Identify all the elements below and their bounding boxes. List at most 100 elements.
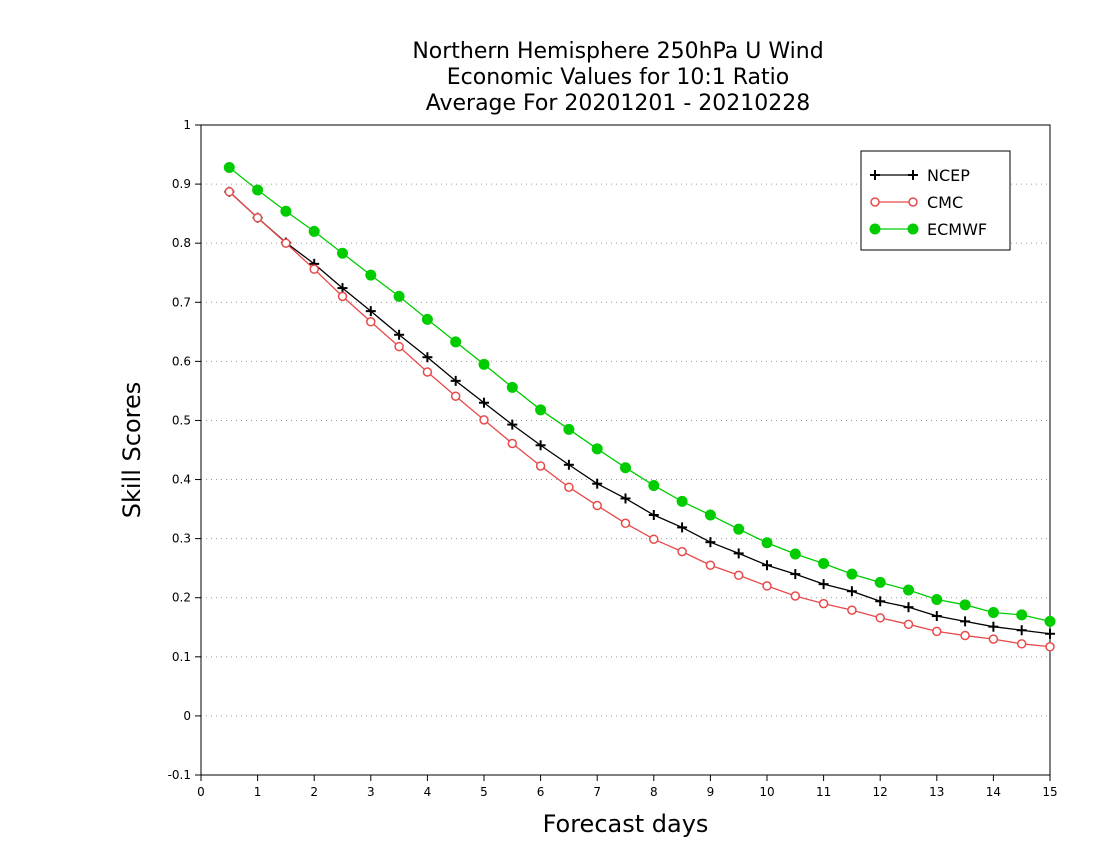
legend-item-cmc: CMC (870, 193, 963, 212)
point-ecmwf (223, 162, 235, 174)
legend-label: NCEP (927, 166, 970, 185)
legend-marker (870, 197, 880, 207)
point-ecmwf (846, 568, 858, 580)
series-ecmwf (223, 162, 1056, 627)
point-ncep (592, 478, 603, 489)
point-cmc (818, 598, 829, 609)
point-cmc (337, 291, 348, 302)
y-tick-label: 1 (183, 118, 191, 132)
point-ecmwf (252, 184, 264, 196)
y-tick-label: 0.1 (172, 650, 191, 664)
y-tick-label: 0.7 (172, 295, 191, 309)
point-ncep (1016, 625, 1027, 636)
point-cmc (394, 341, 404, 352)
y-tick-label: -0.1 (168, 768, 191, 782)
point-cmc (507, 438, 518, 449)
point-ecmwf (874, 576, 886, 588)
point-cmc (479, 415, 489, 425)
point-cmc (620, 518, 631, 529)
point-ecmwf (704, 509, 716, 521)
point-cmc (677, 546, 687, 557)
title-line-3: Average For 20201201 - 20210228 (426, 91, 811, 116)
point-cmc (1016, 639, 1027, 649)
point-ncep (394, 329, 405, 340)
point-cmc (847, 605, 857, 615)
x-tick-label: 6 (537, 785, 545, 799)
series-line-ncep (228, 191, 1051, 635)
point-cmc (705, 560, 716, 570)
point-cmc (875, 613, 885, 623)
point-cmc (564, 482, 574, 492)
point-ncep (648, 510, 659, 520)
point-cmc (309, 264, 319, 274)
plot-frame (200, 124, 1051, 776)
point-ecmwf (337, 247, 348, 259)
point-cmc (224, 187, 235, 197)
point-ncep (563, 459, 574, 470)
point-ecmwf (506, 381, 518, 393)
point-ncep (365, 306, 376, 317)
point-cmc (366, 317, 376, 327)
point-ncep (705, 537, 716, 548)
point-cmc (932, 626, 942, 637)
x-tick-label: 0 (197, 785, 205, 799)
point-ecmwf (308, 225, 320, 237)
point-cmc (790, 591, 801, 601)
x-tick-label: 11 (816, 785, 831, 799)
point-ecmwf (620, 462, 631, 474)
y-tick-label: 0.4 (172, 473, 191, 487)
point-ncep (988, 621, 999, 632)
chart-title: Northern Hemisphere 250hPa U Wind Econom… (412, 39, 823, 116)
x-tick-label: 5 (480, 785, 488, 799)
x-axis-label: Forecast days (543, 810, 709, 838)
x-tick-label: 2 (310, 785, 318, 799)
point-ncep (507, 419, 518, 430)
y-tick-label: 0.9 (172, 177, 191, 191)
point-ncep (875, 596, 886, 607)
point-ncep (535, 440, 546, 451)
point-ecmwf (789, 548, 801, 560)
x-tick-label: 9 (707, 785, 715, 799)
point-ecmwf (421, 313, 433, 325)
series-group (223, 162, 1056, 652)
legend-item-ecmwf: ECMWF (869, 220, 987, 239)
point-ncep (762, 560, 772, 571)
point-ecmwf (535, 404, 547, 416)
point-ecmwf (280, 205, 292, 217)
x-tick-label: 15 (1042, 785, 1057, 799)
x-tick-label: 12 (873, 785, 888, 799)
point-ncep (818, 579, 829, 590)
legend-item-ncep: NCEP (870, 166, 970, 185)
point-cmc (649, 534, 659, 544)
point-cmc (733, 570, 744, 581)
x-tick-label: 3 (367, 785, 375, 799)
point-ncep (931, 611, 942, 622)
axis-ticks: -0.100.10.20.30.40.50.60.70.80.910 1 2 3 4 5 6… (168, 118, 1058, 799)
point-cmc (281, 238, 291, 248)
point-ecmwf (563, 423, 575, 435)
point-ncep (337, 283, 348, 294)
point-ncep (620, 493, 631, 504)
legend-marker (908, 197, 918, 207)
legend-marker (908, 170, 918, 180)
point-cmc (988, 634, 999, 644)
y-tick-label: 0.8 (172, 236, 191, 250)
point-cmc (762, 581, 772, 591)
point-ecmwf (450, 336, 462, 348)
series-line-cmc (228, 191, 1051, 648)
point-ncep (450, 375, 461, 386)
legend-marker (870, 170, 880, 180)
point-cmc (535, 461, 546, 471)
point-cmc (252, 213, 263, 223)
point-ecmwf (959, 599, 971, 611)
point-ecmwf (591, 443, 603, 455)
point-ecmwf (818, 557, 830, 569)
point-cmc (450, 391, 461, 401)
x-tick-label: 14 (986, 785, 1001, 799)
point-cmc (960, 630, 970, 641)
y-tick-label: 0.6 (172, 354, 191, 368)
point-ecmwf (761, 537, 773, 549)
legend-label: ECMWF (927, 220, 987, 239)
point-cmc (903, 619, 914, 630)
y-tick-label: 0.3 (172, 532, 191, 546)
